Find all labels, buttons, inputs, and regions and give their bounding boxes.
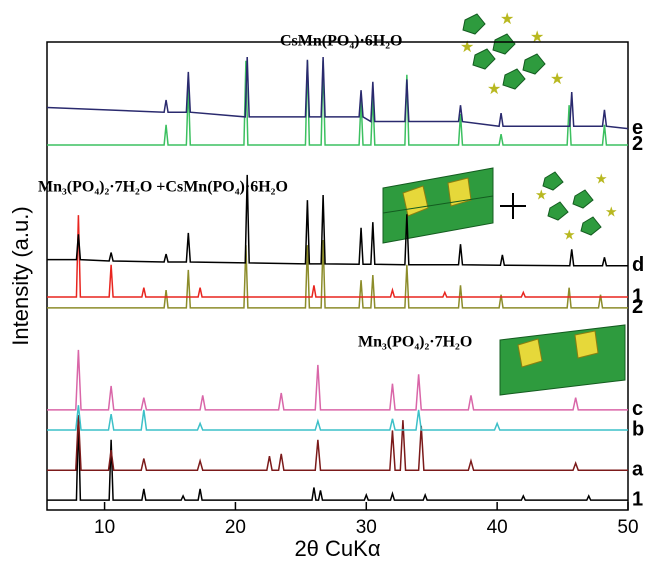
structure-icon xyxy=(500,325,625,395)
svg-text:★: ★ xyxy=(500,11,514,28)
svg-text:★: ★ xyxy=(595,171,608,187)
annotation: Mn₃(PO₄)₂·7H₂O xyxy=(358,334,472,351)
series-label: a xyxy=(632,459,644,481)
x-tick-label: 40 xyxy=(487,517,508,538)
structure-icon: ★ ★ ★ ★ ★ xyxy=(460,11,564,98)
series-label: 1 xyxy=(632,488,643,510)
svg-text:★: ★ xyxy=(487,81,501,98)
structure-icon: ★ ★ ★ ★ xyxy=(535,171,618,243)
structure-icon xyxy=(383,168,493,243)
annotation: Mn₃(PO₄)₂·7H₂O +CsMn(PO₄)·6H₂O xyxy=(38,179,288,196)
series-label: e xyxy=(632,117,643,139)
svg-text:★: ★ xyxy=(530,29,544,46)
x-axis-label: 2θ CuKα xyxy=(294,536,380,561)
svg-text:★: ★ xyxy=(605,204,618,220)
plot-frame xyxy=(47,42,628,510)
x-tick-label: 50 xyxy=(617,517,638,538)
series-label: d xyxy=(632,254,644,276)
annotation: CsMn(PO₄)·6H₂O xyxy=(280,33,402,50)
series-label: 1 xyxy=(632,285,643,307)
y-axis-label: Intensity (a.u.) xyxy=(8,206,33,345)
x-tick-label: 10 xyxy=(94,517,115,538)
pattern-line xyxy=(47,415,628,470)
pattern-line xyxy=(47,405,628,430)
svg-text:★: ★ xyxy=(535,187,548,203)
series-label: b xyxy=(632,418,644,440)
series-label: c xyxy=(632,398,643,420)
x-tick-label: 20 xyxy=(225,517,246,538)
svg-text:★: ★ xyxy=(563,227,576,243)
pattern-line xyxy=(47,61,628,145)
chart: ★ ★ ★ ★ ★ ★ ★ ★ ★ 10203040502θ CuKαInten… xyxy=(0,0,653,574)
pattern-line xyxy=(47,215,628,297)
plus-sign xyxy=(500,193,526,219)
svg-text:★: ★ xyxy=(550,71,564,88)
